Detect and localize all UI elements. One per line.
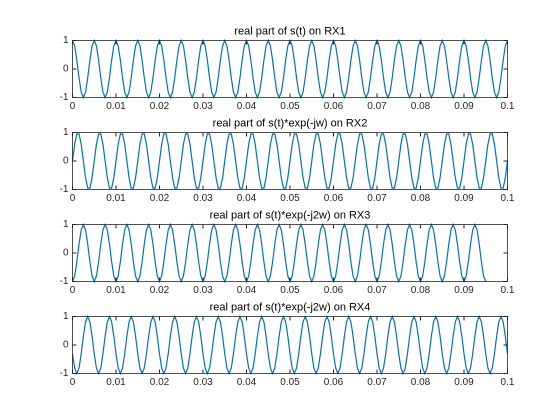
x-tick-label: 0.01: [106, 377, 126, 388]
x-tick-label: 0.02: [150, 377, 170, 388]
x-tick-label: 0.08: [411, 101, 431, 112]
axes-box: [72, 316, 508, 374]
x-tick-label: 0.01: [106, 193, 126, 204]
x-tick-label: 0.09: [454, 285, 474, 296]
x-tick-label: 0.06: [324, 377, 344, 388]
x-tick-label: 0.09: [454, 377, 474, 388]
x-tick-label: 0.03: [193, 101, 213, 112]
x-tick-label: 0.1: [501, 285, 515, 296]
x-tick-label: 0.08: [411, 285, 431, 296]
x-tick-label: 0.08: [411, 377, 431, 388]
x-tick-label: 0: [70, 377, 76, 388]
axes-box: [72, 132, 508, 190]
x-tick-label: 0.07: [367, 193, 387, 204]
y-tick-label: 1: [63, 311, 69, 322]
chart-title: real part of s(t) on RX1: [234, 25, 345, 37]
chart-title: real part of s(t)*exp(-jw) on RX2: [213, 117, 368, 129]
y-tick-label: -1: [60, 368, 69, 379]
chart-title: real part of s(t)*exp(-j2w) on RX4: [210, 301, 371, 313]
y-tick-label: 0: [63, 248, 69, 259]
axes-background: [72, 224, 508, 282]
x-tick-label: 0.05: [280, 101, 300, 112]
x-tick-label: 0.05: [280, 193, 300, 204]
x-tick-label: 0.02: [150, 101, 170, 112]
x-tick-label: 0: [70, 193, 76, 204]
axes-background: [72, 316, 508, 374]
x-tick-label: 0.01: [106, 285, 126, 296]
x-tick-label: 0.05: [280, 377, 300, 388]
x-tick-label: 0.03: [193, 285, 213, 296]
signal-line: [71, 133, 509, 189]
x-tick-label: 0.06: [324, 285, 344, 296]
x-tick-label: 0.1: [501, 193, 515, 204]
y-tick-label: 1: [63, 219, 69, 230]
axes-background: [72, 40, 508, 98]
x-tick-label: 0.07: [367, 377, 387, 388]
x-tick-label: 0.03: [193, 377, 213, 388]
x-tick-label: 0.01: [106, 101, 126, 112]
axes-box: [72, 40, 508, 98]
x-tick-label: 0.07: [367, 285, 387, 296]
x-tick-label: 0.04: [237, 101, 257, 112]
x-tick-label: 0.02: [150, 285, 170, 296]
x-tick-label: 0.04: [237, 285, 257, 296]
y-tick-label: -1: [60, 276, 69, 287]
x-tick-label: 0.1: [501, 377, 515, 388]
y-tick-label: 1: [63, 35, 69, 46]
y-tick-label: 0: [63, 64, 69, 75]
x-tick-label: 0: [70, 101, 76, 112]
y-tick-label: 0: [63, 340, 69, 351]
x-tick-label: 0: [70, 285, 76, 296]
y-tick-label: -1: [60, 184, 69, 195]
x-tick-label: 0.04: [237, 377, 257, 388]
chart-title: real part of s(t)*exp(-j2w) on RX3: [210, 209, 371, 221]
y-tick-label: 0: [63, 156, 69, 167]
x-tick-label: 0.06: [324, 101, 344, 112]
x-tick-label: 0.06: [324, 193, 344, 204]
x-tick-label: 0.08: [411, 193, 431, 204]
axes-box: [72, 224, 508, 282]
x-tick-label: 0.03: [193, 193, 213, 204]
x-tick-label: 0.09: [454, 101, 474, 112]
x-tick-label: 0.07: [367, 101, 387, 112]
signal-line: [71, 314, 509, 376]
y-tick-label: 1: [63, 127, 69, 138]
x-tick-label: 0.09: [454, 193, 474, 204]
x-tick-label: 0.1: [501, 101, 515, 112]
x-tick-label: 0.05: [280, 285, 300, 296]
x-tick-label: 0.02: [150, 193, 170, 204]
y-tick-label: -1: [60, 92, 69, 103]
x-tick-label: 0.04: [237, 193, 257, 204]
